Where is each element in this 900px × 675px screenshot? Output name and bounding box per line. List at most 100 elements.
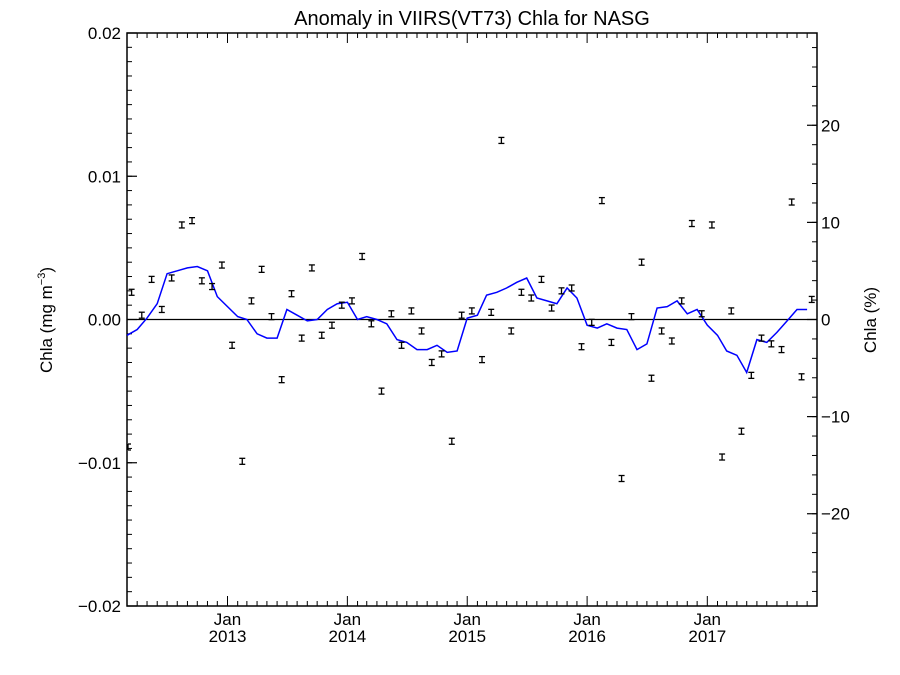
anomaly-point [578, 343, 585, 351]
anomaly-point [638, 258, 645, 266]
anomaly-point [448, 437, 455, 445]
anomaly-point [398, 341, 405, 349]
left-tick-label: −0.02 [78, 597, 121, 616]
anomaly-point [788, 198, 795, 206]
anomaly-point [719, 453, 726, 461]
y-axis-label-left: Chla (mg m−3) [36, 267, 56, 373]
x-tick-label-year: 2014 [328, 627, 366, 646]
x-tick-label-year: 2015 [448, 627, 486, 646]
anomaly-point [608, 338, 615, 347]
anomaly-point [198, 277, 205, 285]
anomaly-point [368, 320, 375, 328]
anomaly-point [488, 308, 495, 316]
x-tick-label-month: Jan [334, 610, 361, 629]
left-tick-label: 0.01 [88, 167, 121, 186]
x-tick-label-year: 2013 [209, 627, 247, 646]
anomaly-point [178, 221, 185, 229]
left-tick-label: −0.01 [78, 454, 121, 473]
anomaly-point [708, 221, 715, 229]
anomaly-point [618, 474, 625, 483]
anomaly-point [359, 252, 366, 261]
anomaly-point [318, 331, 325, 339]
anomaly-point [468, 307, 475, 315]
anomaly-point [678, 297, 685, 305]
anomaly-point [408, 307, 415, 315]
anomaly-point [328, 321, 335, 329]
right-tick-label: 10 [821, 213, 840, 232]
anomaly-point [658, 327, 665, 335]
x-tick-label-month: Jan [454, 610, 481, 629]
y-axis-label-right: Chla (%) [861, 287, 880, 353]
anomaly-point [278, 376, 285, 384]
anomaly-point [158, 305, 165, 314]
anomaly-point [798, 373, 805, 381]
y-axis-label-left-superscript: −3 [36, 273, 48, 286]
anomaly-point [558, 287, 565, 295]
anomaly-point [418, 327, 425, 335]
y-axis-label-left-main: Chla (mg m [37, 285, 56, 373]
anomaly-point [189, 217, 196, 225]
anomaly-point [778, 345, 785, 354]
anomaly-point [127, 443, 131, 451]
anomaly-point [168, 274, 175, 282]
anomaly-point [748, 371, 755, 380]
y-axis-label-left-close: ) [37, 267, 56, 273]
anomaly-point [498, 136, 505, 145]
anomaly-point [428, 358, 435, 367]
anomaly-point [528, 294, 535, 302]
anomaly-point [698, 310, 705, 318]
x-tick-label-month: Jan [694, 610, 721, 629]
right-tick-label: −10 [821, 408, 850, 427]
anomaly-point [758, 334, 765, 342]
anomaly-point [308, 264, 315, 272]
anomaly-point [209, 282, 216, 291]
right-tick-label: 0 [821, 311, 830, 330]
anomaly-point [688, 219, 695, 228]
anomaly-point [598, 196, 605, 205]
anomaly-point [258, 265, 265, 274]
x-tick-label-year: 2017 [688, 627, 726, 646]
anomaly-point [568, 284, 575, 292]
anomaly-point [648, 374, 655, 382]
left-tick-label: 0.00 [88, 311, 121, 330]
x-tick-label-month: Jan [573, 610, 600, 629]
anomaly-point [239, 457, 246, 465]
smoothed-line-layer [126, 265, 808, 375]
anomaly-point [229, 341, 236, 349]
left-tick-label: 0.02 [88, 24, 121, 43]
right-tick-label: −20 [821, 505, 850, 524]
anomaly-point [298, 334, 305, 342]
anomaly-point [268, 312, 275, 321]
anomaly-point [508, 327, 515, 335]
anomaly-point [808, 295, 815, 304]
anomaly-point [288, 290, 295, 298]
anomaly-point [138, 311, 145, 319]
right-tick-label: 20 [821, 116, 840, 135]
anomaly-point [728, 307, 735, 315]
anomaly-point [588, 318, 595, 327]
anomaly-point [628, 312, 635, 321]
anomaly-point [128, 288, 135, 296]
anomaly-point [768, 340, 775, 348]
anomaly-point [388, 310, 395, 318]
anomaly-point [338, 301, 345, 309]
anomaly-point [538, 275, 545, 284]
anomaly-point [248, 297, 255, 305]
anomaly-point [738, 427, 745, 435]
anomaly-point [518, 288, 525, 296]
x-tick-label-month: Jan [214, 610, 241, 629]
axis-ticks: −0.02−0.010.000.010.02−20−1001020Jan2013… [78, 24, 850, 646]
anomaly-point [218, 261, 225, 269]
chart-title: Anomaly in VIIRS(VT73) Chla for NASG [294, 8, 650, 30]
anomaly-point [348, 297, 355, 305]
anomaly-point [668, 337, 675, 345]
x-tick-label-year: 2016 [568, 627, 606, 646]
smoothed-anomaly-line [126, 265, 808, 375]
anomaly-point [378, 387, 385, 395]
anomaly-points-layer [127, 136, 815, 483]
anomaly-point [548, 304, 555, 312]
anomaly-point [479, 355, 486, 364]
anomaly-point [148, 275, 155, 284]
anomaly-point [438, 350, 445, 358]
